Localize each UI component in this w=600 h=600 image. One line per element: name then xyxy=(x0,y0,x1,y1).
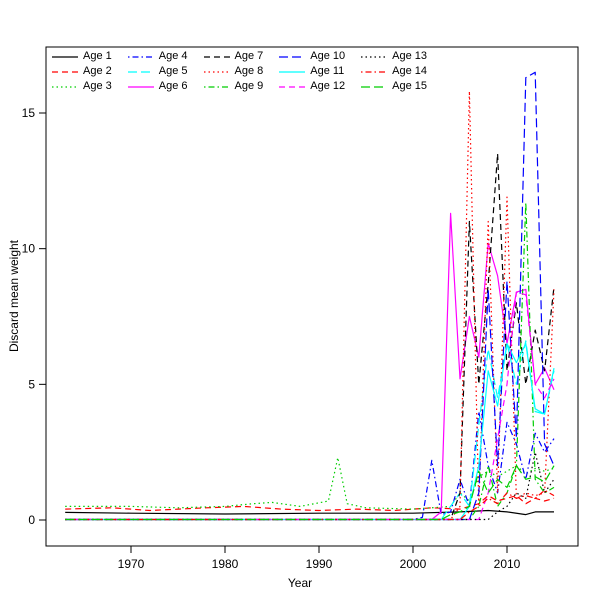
legend-line-sample xyxy=(279,55,306,58)
legend-line-sample xyxy=(203,55,230,58)
series-line-age-8 xyxy=(65,90,555,521)
plot-box xyxy=(45,46,579,547)
legend-item-age-12: Age 12 xyxy=(279,79,345,94)
y-tick-label: 10 xyxy=(22,242,36,256)
legend-label: Age 9 xyxy=(234,80,264,92)
series-line-age-12 xyxy=(65,291,555,521)
legend-label: Age 2 xyxy=(83,65,112,77)
legend-item-age-10: Age 10 xyxy=(279,49,345,64)
series-line-age-6 xyxy=(65,212,555,521)
legend-item-age-1: Age 1 xyxy=(52,49,112,64)
legend-label: Age 6 xyxy=(158,80,188,92)
legend-label: Age 15 xyxy=(392,80,427,92)
legend-label: Age 12 xyxy=(310,80,346,92)
legend-label: Age 1 xyxy=(83,50,112,62)
legend-item-age-7: Age 7 xyxy=(203,49,264,64)
legend-line-sample xyxy=(52,55,78,58)
legend-item-age-5: Age 5 xyxy=(127,64,188,79)
legend-item-age-2: Age 2 xyxy=(52,64,112,79)
legend-label: Age 4 xyxy=(158,50,188,62)
legend-item-age-11: Age 11 xyxy=(279,64,345,79)
legend-item-age-8: Age 8 xyxy=(203,64,264,79)
x-axis-title: Year xyxy=(287,576,313,590)
x-tick-label: 2010 xyxy=(494,557,521,571)
y-tick-label: 0 xyxy=(28,513,35,527)
legend-item-age-14: Age 14 xyxy=(361,64,427,79)
legend-line-sample xyxy=(361,70,388,73)
legend-line-sample xyxy=(52,70,78,73)
y-axis-title: Discard mean weight xyxy=(7,239,21,353)
legend-line-sample xyxy=(279,85,306,88)
legend-line-sample xyxy=(361,85,388,88)
series-line-age-4 xyxy=(65,410,555,521)
x-tick-label: 1970 xyxy=(118,557,145,571)
legend-item-age-15: Age 15 xyxy=(361,79,427,94)
series-line-age-2 xyxy=(65,495,555,512)
legend-label: Age 11 xyxy=(310,65,345,77)
legend-line-sample xyxy=(127,55,154,58)
legend-label: Age 14 xyxy=(392,65,427,77)
series-line-age-3 xyxy=(65,457,555,510)
legend-line-sample xyxy=(203,85,230,88)
legend-line-sample xyxy=(52,85,78,88)
legend-line-sample xyxy=(203,70,230,73)
legend-label: Age 10 xyxy=(310,50,346,62)
legend-label: Age 8 xyxy=(234,65,264,77)
legend: Age 1 Age 2 Age 3 Age 4 Age 5 Age 6 Age 7 Age 8… xyxy=(52,49,427,94)
series-line-age-14 xyxy=(65,489,555,521)
legend-line-sample xyxy=(127,70,154,73)
legend-item-age-6: Age 6 xyxy=(127,79,188,94)
x-tick-label: 2000 xyxy=(400,557,427,571)
series-line-age-11 xyxy=(65,343,555,521)
series-line-age-10 xyxy=(65,71,555,521)
y-tick-label: 5 xyxy=(28,377,35,391)
legend-item-age-3: Age 3 xyxy=(52,79,112,94)
legend-line-sample xyxy=(361,55,388,58)
legend-item-age-13: Age 13 xyxy=(361,49,427,64)
legend-label: Age 13 xyxy=(392,50,427,62)
legend-line-sample xyxy=(127,85,154,88)
legend-item-age-4: Age 4 xyxy=(127,49,188,64)
legend-label: Age 3 xyxy=(83,80,112,92)
x-tick-label: 1990 xyxy=(306,557,333,571)
legend-line-sample xyxy=(279,70,306,73)
series-line-age-15 xyxy=(65,465,555,521)
legend-item-age-9: Age 9 xyxy=(203,79,264,94)
y-tick-label: 15 xyxy=(22,106,36,120)
legend-label: Age 5 xyxy=(158,65,188,77)
legend-label: Age 7 xyxy=(234,50,264,62)
x-tick-label: 1980 xyxy=(212,557,239,571)
